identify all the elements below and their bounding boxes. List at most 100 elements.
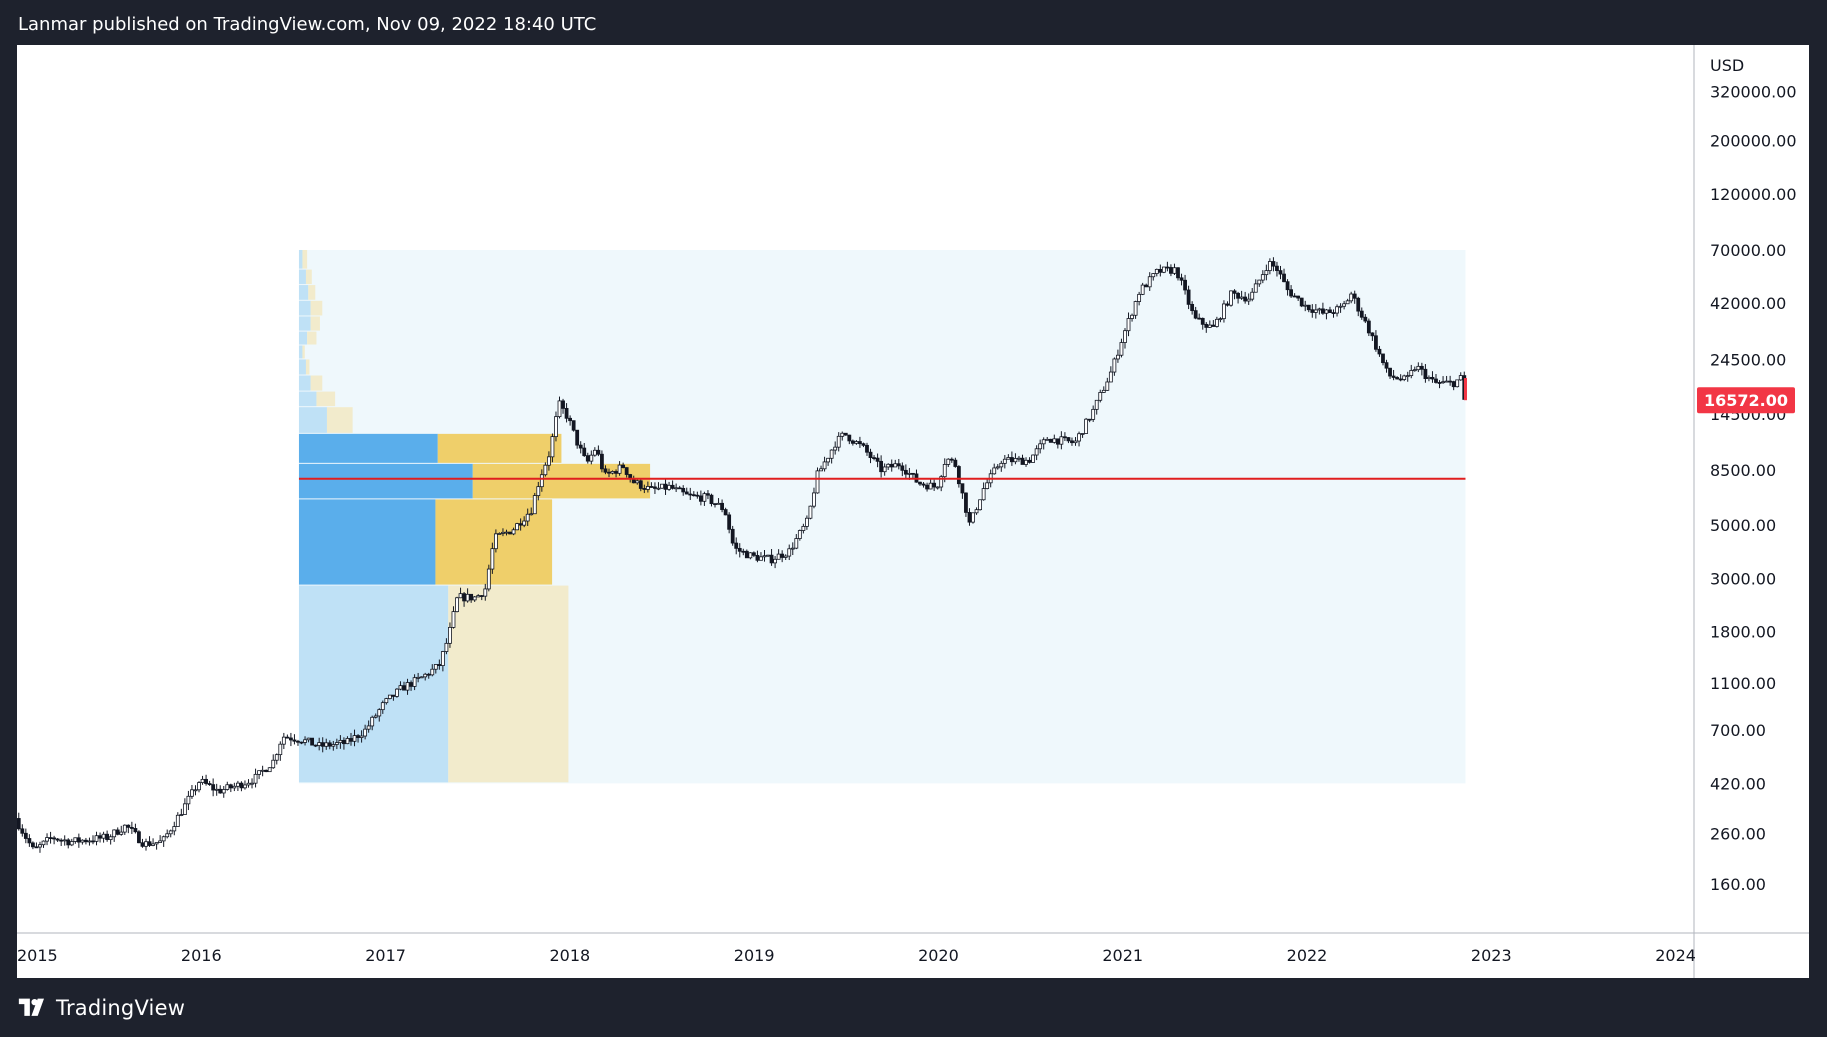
candle-body bbox=[1063, 436, 1067, 439]
candle-body bbox=[751, 552, 756, 556]
candle-body bbox=[221, 789, 226, 794]
candle-body bbox=[744, 550, 749, 559]
candle-body bbox=[299, 741, 304, 744]
candle-body bbox=[334, 742, 339, 745]
axes-layer: USD bbox=[17, 45, 1809, 978]
candle-body bbox=[1278, 270, 1283, 275]
y-tick-label: 260.00 bbox=[1710, 824, 1766, 843]
candle-body bbox=[1084, 418, 1089, 434]
candle-body bbox=[402, 685, 406, 691]
candle-body bbox=[292, 739, 297, 742]
candle-body bbox=[465, 593, 470, 602]
x-tick-label: 2017 bbox=[365, 946, 406, 965]
candle-body bbox=[1186, 289, 1191, 305]
candle-body bbox=[122, 824, 127, 833]
candle-body bbox=[1349, 293, 1354, 302]
candle-body bbox=[1094, 399, 1099, 410]
candle-body bbox=[691, 494, 696, 497]
candle-body bbox=[211, 784, 216, 791]
candle-body bbox=[112, 829, 117, 838]
candle-body bbox=[1419, 365, 1424, 370]
candle-body bbox=[1179, 277, 1184, 281]
candle-body bbox=[1328, 309, 1332, 313]
candle-body bbox=[953, 459, 958, 467]
candle-body bbox=[119, 831, 124, 835]
candle-body bbox=[1200, 317, 1205, 325]
x-tick-label: 2023 bbox=[1471, 946, 1512, 965]
candle-body bbox=[373, 715, 378, 718]
candle-body bbox=[585, 455, 590, 462]
candle-body bbox=[1229, 290, 1233, 306]
x-tick-label: 2024 bbox=[1655, 946, 1696, 965]
candle-body bbox=[787, 548, 792, 557]
candle-body bbox=[1264, 270, 1269, 276]
candle-body bbox=[165, 833, 170, 838]
candle-body bbox=[1455, 379, 1460, 388]
candle-body bbox=[829, 449, 834, 459]
candle-body bbox=[992, 467, 997, 475]
candle-body bbox=[578, 444, 583, 449]
candle-body bbox=[479, 595, 484, 597]
brand-name[interactable]: TradingView bbox=[56, 995, 186, 1020]
candle-body bbox=[571, 420, 576, 431]
candle-body bbox=[850, 440, 855, 444]
candle-body bbox=[956, 466, 961, 485]
candle-body bbox=[1105, 381, 1110, 391]
candle-body bbox=[289, 737, 293, 741]
candle-body bbox=[264, 769, 269, 773]
tradingview-logo-icon[interactable] bbox=[18, 997, 48, 1019]
x-tick-label: 2015 bbox=[17, 946, 58, 965]
candle-body bbox=[1458, 375, 1463, 381]
candle-body bbox=[267, 767, 272, 773]
x-tick-label: 2022 bbox=[1287, 946, 1328, 965]
candle-body bbox=[1161, 266, 1166, 273]
candle-body bbox=[469, 593, 474, 601]
candle-body bbox=[868, 451, 873, 459]
candle-body bbox=[706, 493, 710, 496]
candle-body bbox=[547, 456, 551, 466]
candle-body bbox=[1239, 296, 1244, 299]
candle-body bbox=[409, 682, 413, 687]
candle-body bbox=[140, 842, 145, 847]
candle-body bbox=[1246, 298, 1251, 302]
candle-body bbox=[511, 529, 516, 535]
candle-body bbox=[412, 677, 417, 687]
price-chart[interactable]: USD 320000.00 200000.00 120000.00 70000.00 4… bbox=[17, 45, 1809, 978]
candle-body bbox=[59, 839, 64, 842]
candle-body bbox=[1352, 293, 1357, 299]
candle-body bbox=[600, 453, 604, 470]
candle-body bbox=[1370, 332, 1375, 337]
y-tick-label: 200000.00 bbox=[1710, 132, 1797, 151]
candle-body bbox=[893, 463, 898, 468]
candle-body bbox=[38, 844, 42, 848]
candle-body bbox=[575, 429, 580, 446]
candle-body bbox=[932, 482, 937, 488]
profile-down-bar bbox=[305, 359, 310, 375]
candle-body bbox=[1374, 335, 1378, 350]
y-tick-label: 420.00 bbox=[1710, 774, 1766, 793]
candle-body bbox=[1059, 436, 1064, 445]
candle-body bbox=[1055, 438, 1060, 445]
profile-down-bar bbox=[472, 463, 651, 499]
candle-body bbox=[794, 538, 799, 549]
candle-body bbox=[94, 835, 99, 842]
x-tick-label: 2016 bbox=[181, 946, 222, 965]
x-tick-label: 2019 bbox=[734, 946, 775, 965]
candle-body bbox=[1310, 309, 1315, 313]
candle-body bbox=[858, 441, 862, 445]
candle-body bbox=[126, 824, 131, 828]
candle-body bbox=[1366, 320, 1371, 334]
candle-body bbox=[147, 841, 152, 846]
profile-down-bar bbox=[305, 269, 312, 285]
candle-body bbox=[158, 840, 163, 843]
candle-body bbox=[592, 449, 597, 456]
candle-body bbox=[345, 738, 350, 745]
candle-body bbox=[995, 466, 1000, 469]
profile-up-bar bbox=[298, 331, 308, 345]
candle-body bbox=[645, 486, 650, 490]
price-axis-corner bbox=[1695, 934, 1809, 978]
candle-body bbox=[1020, 457, 1025, 465]
candle-body bbox=[1112, 358, 1117, 373]
candle-body bbox=[614, 471, 618, 474]
profile-up-bar bbox=[298, 269, 306, 285]
